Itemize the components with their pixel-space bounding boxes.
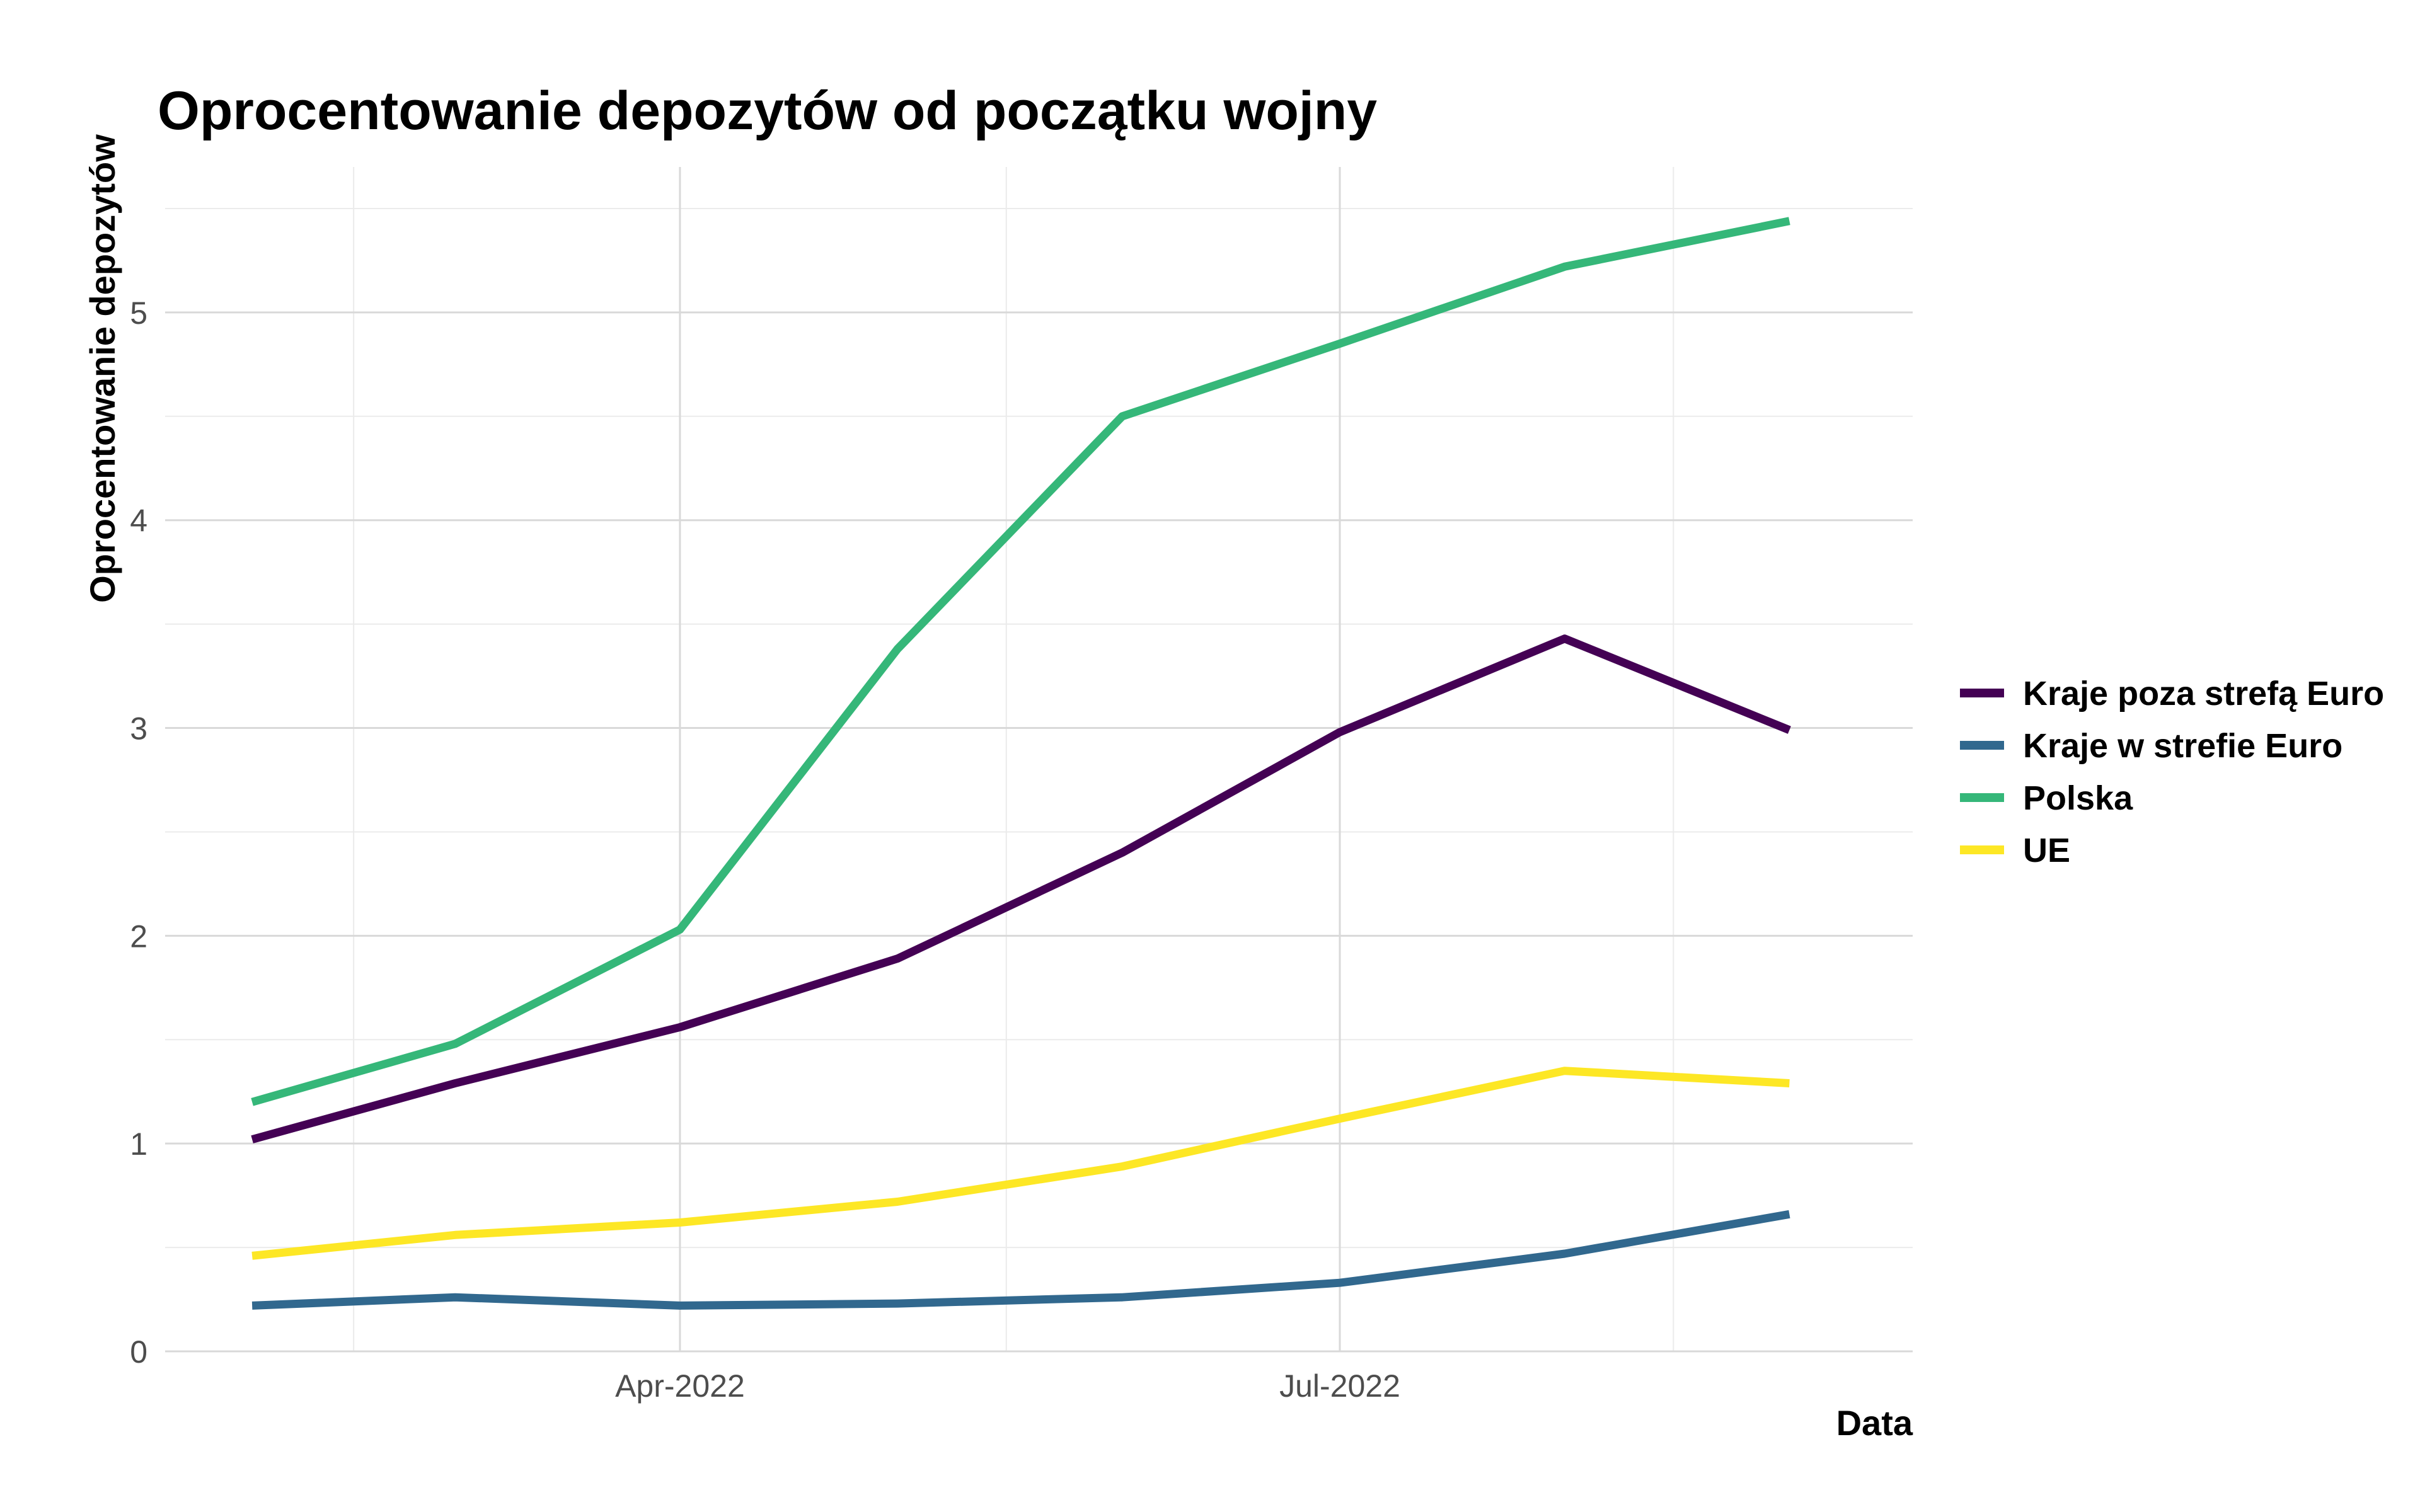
y-tick-label: 4 bbox=[130, 503, 147, 539]
y-axis-ticks: 0 1 2 3 4 5 bbox=[130, 295, 147, 1370]
y-tick-label: 3 bbox=[130, 711, 147, 747]
series-line-2 bbox=[251, 1210, 1790, 1310]
legend-label: Polska bbox=[2023, 779, 2133, 817]
x-tick-label: Apr-2022 bbox=[615, 1368, 745, 1404]
chart-title: Oprocentowanie depozytów od początku woj… bbox=[158, 81, 1377, 141]
y-tick-label: 1 bbox=[130, 1126, 147, 1162]
legend: Kraje poza strefą Euro Kraje w strefie Eu… bbox=[1960, 675, 2384, 869]
series-line-4 bbox=[251, 1067, 1790, 1260]
x-tick-label: Jul-2022 bbox=[1279, 1368, 1400, 1404]
legend-label: Kraje poza strefą Euro bbox=[2023, 675, 2384, 713]
legend-label: UE bbox=[2023, 832, 2070, 869]
legend-label: Kraje w strefie Euro bbox=[2023, 727, 2342, 765]
y-tick-label: 2 bbox=[130, 919, 147, 954]
series-line-1 bbox=[251, 634, 1791, 1143]
major-gridlines bbox=[165, 167, 1913, 1353]
x-axis-ticks: Apr-2022 Jul-2022 bbox=[615, 1368, 1400, 1404]
series-line-3 bbox=[251, 217, 1790, 1106]
y-tick-label: 5 bbox=[130, 295, 147, 331]
series-lines bbox=[251, 217, 1791, 1310]
minor-gridlines bbox=[165, 167, 1913, 1351]
y-axis-title: Oprocentowanie depozytów bbox=[83, 134, 122, 603]
x-axis-title: Data bbox=[1836, 1403, 1913, 1443]
y-tick-label: 0 bbox=[130, 1334, 147, 1370]
